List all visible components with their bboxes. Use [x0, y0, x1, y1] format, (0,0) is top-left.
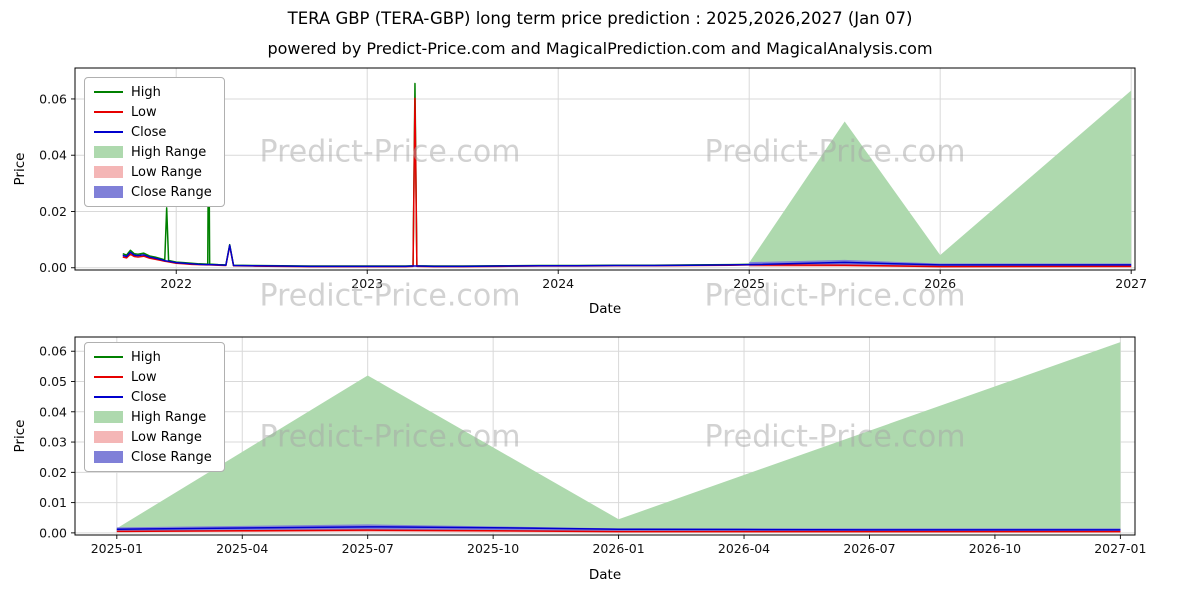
legend-label-high: High	[131, 349, 161, 365]
legend-item-high-range: High Range	[94, 409, 212, 425]
x-tick-label: 2025-07	[342, 541, 394, 556]
legend-label-low-range: Low Range	[131, 429, 202, 445]
x-tick-label: 2025	[733, 276, 765, 291]
low-range-swatch	[94, 166, 123, 178]
x-tick-label: 2025-10	[467, 541, 519, 556]
close-swatch	[94, 130, 123, 134]
y-tick-label: 0.06	[39, 344, 67, 359]
high-range-swatch	[94, 146, 123, 158]
bottom-chart-yaxis-label: Price	[12, 419, 28, 453]
x-tick-label: 2022	[160, 276, 192, 291]
legend-item-close: Close	[94, 124, 212, 140]
legend-item-close-range: Close Range	[94, 449, 212, 465]
y-tick-label: 0.02	[39, 465, 67, 480]
top-chart-yaxis-label: Price	[12, 152, 28, 186]
legend-item-low-range: Low Range	[94, 164, 212, 180]
y-tick-label: 0.06	[39, 91, 67, 106]
close-range-swatch	[94, 451, 123, 463]
plot-border	[74, 67, 1136, 271]
x-tick-label: 2026-04	[718, 541, 770, 556]
high-swatch	[94, 90, 123, 94]
low-range-swatch	[94, 431, 123, 443]
high-swatch	[94, 355, 123, 359]
y-tick-label: 0.01	[39, 495, 67, 510]
low-line	[116, 529, 1121, 533]
axis-ticks: 2022 2023 2024 2025 2026 2027 0.00 0.02 0.04 0.06	[39, 91, 1147, 291]
page-subtitle: powered by Predict-Price.com and Magical…	[267, 39, 933, 58]
legend-label-low: Low	[131, 104, 157, 120]
x-tick-label: 2024	[542, 276, 574, 291]
legend-label-low: Low	[131, 369, 157, 385]
legend-item-high-range: High Range	[94, 144, 212, 160]
low-swatch	[94, 375, 123, 379]
legend-item-low: Low	[94, 104, 212, 120]
plot-border	[74, 336, 1136, 536]
high-range-area	[749, 90, 1132, 265]
close-range-swatch	[94, 186, 123, 198]
forecast-detail-chart: 2025-01 2025-04 2025-07 2025-10 2026-01 2026-…	[39, 336, 1146, 556]
y-tick-label: 0.02	[39, 204, 67, 219]
high-range-swatch	[94, 411, 123, 423]
high-range-area	[116, 342, 1121, 531]
y-tick-label: 0.00	[39, 260, 67, 275]
x-tick-label: 2026-07	[843, 541, 895, 556]
legend-label-close: Close	[131, 124, 167, 140]
legend-label-close: Close	[131, 389, 167, 405]
x-tick-label: 2026-10	[969, 541, 1021, 556]
legend-label-high-range: High Range	[131, 409, 207, 425]
legend-label-high-range: High Range	[131, 144, 207, 160]
legend-item-close-range: Close Range	[94, 184, 212, 200]
legend-label-close-range: Close Range	[131, 449, 212, 465]
x-tick-label: 2023	[351, 276, 383, 291]
legend-label-low-range: Low Range	[131, 164, 202, 180]
legend-item-high: High	[94, 349, 212, 365]
x-tick-label: 2025-04	[216, 541, 268, 556]
legend-item-high: High	[94, 84, 212, 100]
y-tick-label: 0.04	[39, 148, 67, 163]
y-tick-label: 0.04	[39, 404, 67, 419]
top-chart-xaxis-label: Date	[588, 301, 622, 317]
long-term-price-chart: 2022 2023 2024 2025 2026 2027 0.00 0.02 0.04 0.06	[39, 67, 1147, 291]
y-tick-label: 0.05	[39, 374, 67, 389]
top-chart-legend: High Low Close High Range Low Range Close Ran…	[84, 77, 225, 207]
close-swatch	[94, 395, 123, 399]
axis-ticks: 2025-01 2025-04 2025-07 2025-10 2026-01 2026-…	[39, 344, 1146, 556]
bottom-chart-legend: High Low Close High Range Low Range Close Ran…	[84, 342, 225, 472]
legend-item-close: Close	[94, 389, 212, 405]
x-tick-label: 2026	[924, 276, 956, 291]
x-tick-label: 2026-01	[592, 541, 644, 556]
x-tick-label: 2025-01	[91, 541, 143, 556]
legend-label-high: High	[131, 84, 161, 100]
y-tick-label: 0.03	[39, 435, 67, 450]
bottom-chart-xaxis-label: Date	[588, 567, 622, 583]
legend-label-close-range: Close Range	[131, 184, 212, 200]
x-tick-label: 2027	[1115, 276, 1147, 291]
close-line	[122, 244, 1132, 268]
legend-item-low: Low	[94, 369, 212, 385]
page-title: TERA GBP (TERA-GBP) long term price pred…	[287, 9, 913, 28]
y-tick-label: 0.00	[39, 525, 67, 540]
low-swatch	[94, 110, 123, 114]
close-line	[116, 526, 1121, 531]
x-tick-label: 2027-01	[1094, 541, 1146, 556]
legend-item-low-range: Low Range	[94, 429, 212, 445]
